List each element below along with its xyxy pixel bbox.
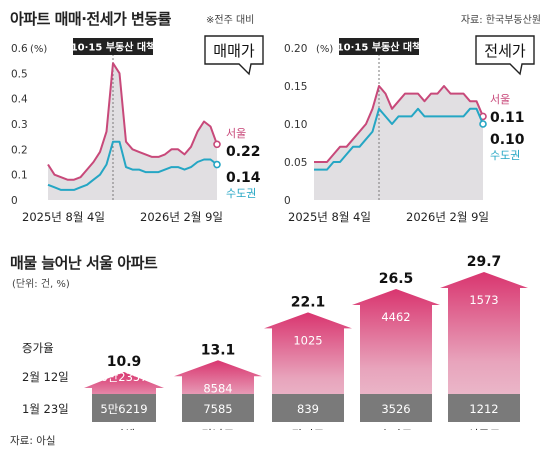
feb12-count-label: 1025	[293, 333, 322, 347]
jan23-count-label: 3526	[381, 402, 410, 416]
sale-y-tick-label: 0.6	[11, 43, 28, 55]
feb12-count-label: 8584	[203, 381, 232, 395]
arrow-bar-base-2	[182, 394, 254, 422]
arrow-bar-base-5	[448, 394, 520, 422]
growth-value-label: 13.1	[201, 342, 236, 358]
jeonse-seoul-line	[314, 85, 484, 163]
sale-seoul-series-label: 서울	[226, 127, 246, 140]
sale-policy-label: 10·15 부동산 대책	[71, 41, 156, 54]
sale-chart-title: 매매가	[213, 42, 255, 60]
listing-chart-unit: (단위: 건, %)	[12, 279, 70, 290]
jeonse-capital-series-label: 수도권	[490, 149, 520, 162]
sale-capital-line	[47, 140, 218, 191]
category-label: 송파구	[379, 428, 412, 430]
category-label: 광진구	[291, 428, 324, 430]
jeonse-capital-line	[314, 107, 484, 171]
sale-y-tick-label: 0.5	[11, 68, 28, 80]
sale-y-tick-label: 0.4	[11, 94, 28, 106]
jeonse-capital-last-value: 0.10	[490, 132, 525, 148]
source-note-bottom: 자료: 아실	[10, 435, 56, 447]
comparison-note: ※전주 대비	[206, 15, 255, 26]
category-label: 강남구	[201, 428, 234, 430]
jeonse-seoul-series-label: 서울	[490, 93, 510, 106]
listing-chart-title: 매물 늘어난 서울 아파트	[10, 254, 158, 272]
sale-seoul-last-value: 0.22	[226, 144, 261, 160]
jeonse-unit-label: (%)	[316, 44, 333, 55]
sale-x-start-label: 2025년 8월 4일	[22, 210, 105, 224]
source-note-top: 자료: 한국부동산원	[460, 15, 541, 26]
jeonse-area	[314, 86, 483, 200]
growth-value-label: 29.7	[467, 255, 502, 270]
feb12-count-label: 1573	[469, 293, 498, 307]
jeonse-y-tick-label: 0.05	[284, 157, 307, 169]
row-label-growth: 증가율	[22, 341, 54, 355]
arrow-bar-base-1	[92, 394, 156, 422]
jeonse-policy-box	[339, 38, 419, 55]
feb12-count-label: 6만2357	[100, 370, 147, 384]
jeonse-y-tick-label: 0.15	[284, 81, 307, 93]
page-title: 아파트 매매·전세가 변동률	[10, 10, 171, 28]
row-label-feb12: 2월 12일	[22, 370, 69, 384]
sale-unit-label: (%)	[30, 44, 47, 55]
jeonse-y-tick-label: 0.20	[284, 43, 307, 55]
jeonse-seoul-last-value: 0.11	[490, 110, 525, 126]
growth-value-label: 10.9	[107, 354, 142, 370]
sale-capital-endpoint	[213, 160, 221, 169]
sale-seoul-endpoint	[213, 140, 221, 149]
sale-capital-series-label: 수도권	[226, 187, 256, 200]
sale-y-tick-label: 0.3	[11, 119, 28, 131]
jan23-count-label: 1212	[469, 402, 498, 416]
jan23-count-label: 7585	[203, 402, 232, 416]
jeonse-title-bubble	[475, 35, 535, 76]
sale-capital-last-value: 0.14	[226, 170, 261, 186]
sale-seoul-line	[47, 62, 218, 181]
feb12-count-label: 4462	[381, 310, 410, 324]
arrow-bar-base-3	[272, 394, 344, 422]
jan23-count-label: 839	[297, 402, 319, 416]
jeonse-chart-title: 전세가	[484, 42, 526, 60]
jeonse-y-tick-label: 0.10	[284, 119, 307, 131]
sale-x-end-label: 2026년 2월 9일	[140, 210, 223, 224]
sale-policy-box	[73, 38, 153, 55]
growth-value-label: 22.1	[291, 294, 326, 310]
jeonse-x-end-label: 2026년 2월 9일	[406, 210, 489, 224]
jan23-count-label: 5만6219	[100, 402, 147, 416]
sale-y-tick-label: 0.2	[11, 144, 28, 156]
growth-value-label: 26.5	[379, 271, 414, 287]
arrow-bar-base-4	[360, 394, 432, 422]
arrow-bar-5	[440, 272, 528, 422]
jeonse-policy-label: 10·15 부동산 대책	[337, 41, 422, 54]
jeonse-y-tick-label: 0	[284, 195, 291, 207]
jeonse-capital-endpoint	[479, 120, 487, 128]
category-label: 성동구	[467, 428, 500, 430]
row-label-jan23: 1월 23일	[22, 402, 69, 416]
jeonse-x-start-label: 2025년 8월 4일	[288, 210, 371, 224]
sale-y-tick-label: 0.1	[11, 170, 28, 182]
arrow-bar-4	[352, 289, 440, 422]
category-label: 전체	[113, 428, 135, 430]
sale-y-tick-label: 0	[11, 195, 18, 207]
sale-title-bubble	[204, 35, 264, 76]
